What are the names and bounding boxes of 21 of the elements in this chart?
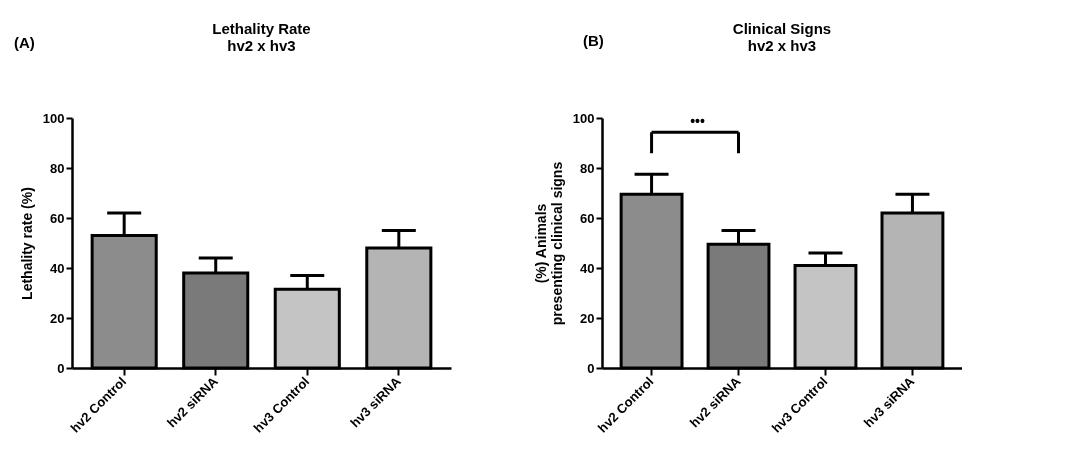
chart-subtitle: hv2 x hv3 (227, 37, 296, 54)
y-tick-label: 100 (572, 110, 595, 126)
y-tick-label: 20 (50, 310, 65, 326)
y-axis-title: Lethality rate (%) (18, 187, 35, 300)
y-tick-label: 60 (580, 210, 595, 226)
chart-subtitle: hv2 x hv3 (747, 37, 817, 54)
y-tick-label: 40 (580, 260, 595, 276)
text: (A) (14, 34, 35, 51)
y-tick-label: 40 (50, 260, 65, 276)
y-tick-label: 100 (42, 110, 65, 126)
y-tick-label: 60 (50, 210, 65, 226)
y-tick-label: 0 (587, 360, 595, 376)
chart-title: Lethality Rate (212, 20, 311, 37)
chart-title: Clinical Signs (732, 20, 832, 37)
y-axis-title: (%) Animals presenting clinical signs (532, 161, 565, 326)
text: (B) (583, 32, 604, 49)
y-tick-label: 20 (580, 310, 595, 326)
y-tick-label: 80 (50, 160, 65, 176)
y-tick-label: 80 (580, 160, 595, 176)
y-tick-label: 0 (57, 360, 65, 376)
annotation: ••• (690, 113, 706, 130)
